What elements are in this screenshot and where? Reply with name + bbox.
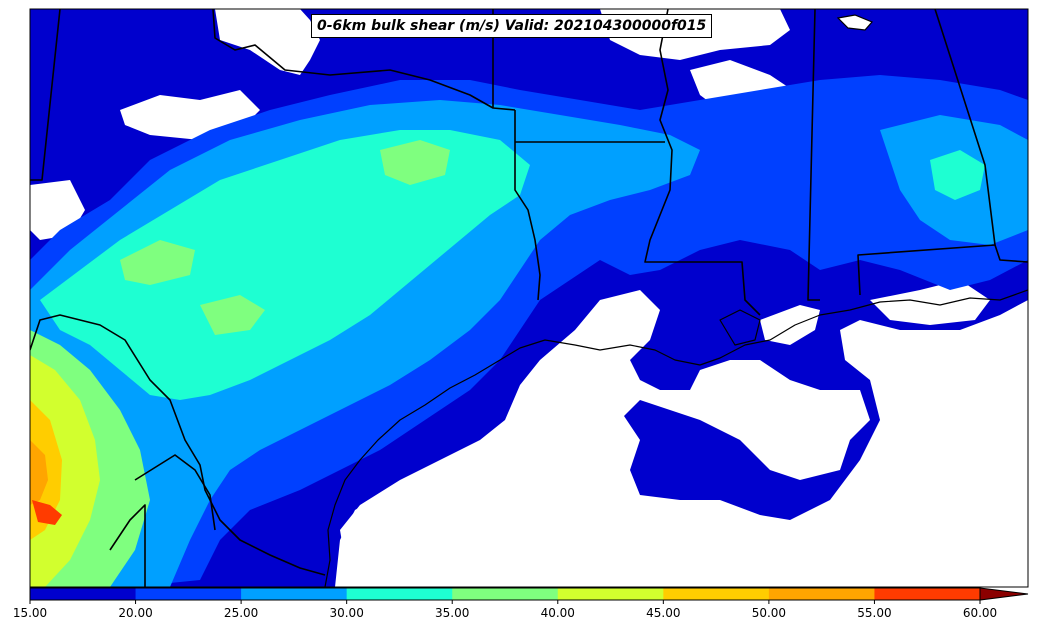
colorbar-segment — [452, 588, 559, 600]
colorbar-tick-label: 45.00 — [646, 606, 681, 620]
hole-gulf — [340, 290, 870, 587]
coastline — [324, 289, 1028, 587]
contour-35-40-a — [380, 140, 450, 185]
colorbar-tick-label: 25.00 — [223, 606, 259, 620]
colorbar-tick-label: 35.00 — [435, 606, 470, 620]
colorbar-tick-label: 40.00 — [540, 606, 575, 620]
colorbar-outline — [29, 587, 981, 601]
contour-50-55 — [30, 440, 48, 505]
contour-35-40-c — [200, 295, 265, 335]
colorbar-segment — [30, 588, 137, 600]
map-title: 0-6km bulk shear (m/s) Valid: 2021043000… — [311, 14, 713, 38]
contour-40-45 — [30, 355, 100, 587]
colorbar-tick-label: 50.00 — [751, 606, 787, 620]
colorbar-segment — [135, 588, 242, 600]
colorbar — [29, 587, 1029, 604]
lake — [836, 14, 874, 31]
colorbar-tick-label: 55.00 — [857, 606, 892, 620]
colorbar-segment — [874, 588, 981, 600]
map-frame — [29, 8, 1029, 588]
colorbar-segment — [557, 588, 664, 600]
colorbar-tick-label: 20.00 — [118, 606, 153, 620]
colorbar-segment — [346, 588, 453, 600]
colorbar-tick-label: 15.00 — [12, 606, 48, 620]
contour-55-60 — [32, 500, 62, 525]
contour-30-35 — [40, 130, 530, 400]
colorbar-segment — [241, 588, 348, 600]
hole-se — [870, 280, 990, 325]
colorbar-tick-label: 30.00 — [329, 606, 364, 620]
colorbar-extend-arrow — [979, 587, 1029, 601]
colorbar-tick-label: 60.00 — [962, 606, 998, 620]
colorbar-segment — [663, 588, 770, 600]
hole-nw — [30, 9, 320, 75]
contour-35-40-b — [120, 240, 195, 285]
contour-fields — [30, 9, 1028, 587]
colorbar-segment — [768, 588, 875, 600]
contour-30-35-ne — [930, 150, 985, 200]
state-borders — [30, 9, 1028, 587]
hole-coast — [760, 305, 820, 345]
